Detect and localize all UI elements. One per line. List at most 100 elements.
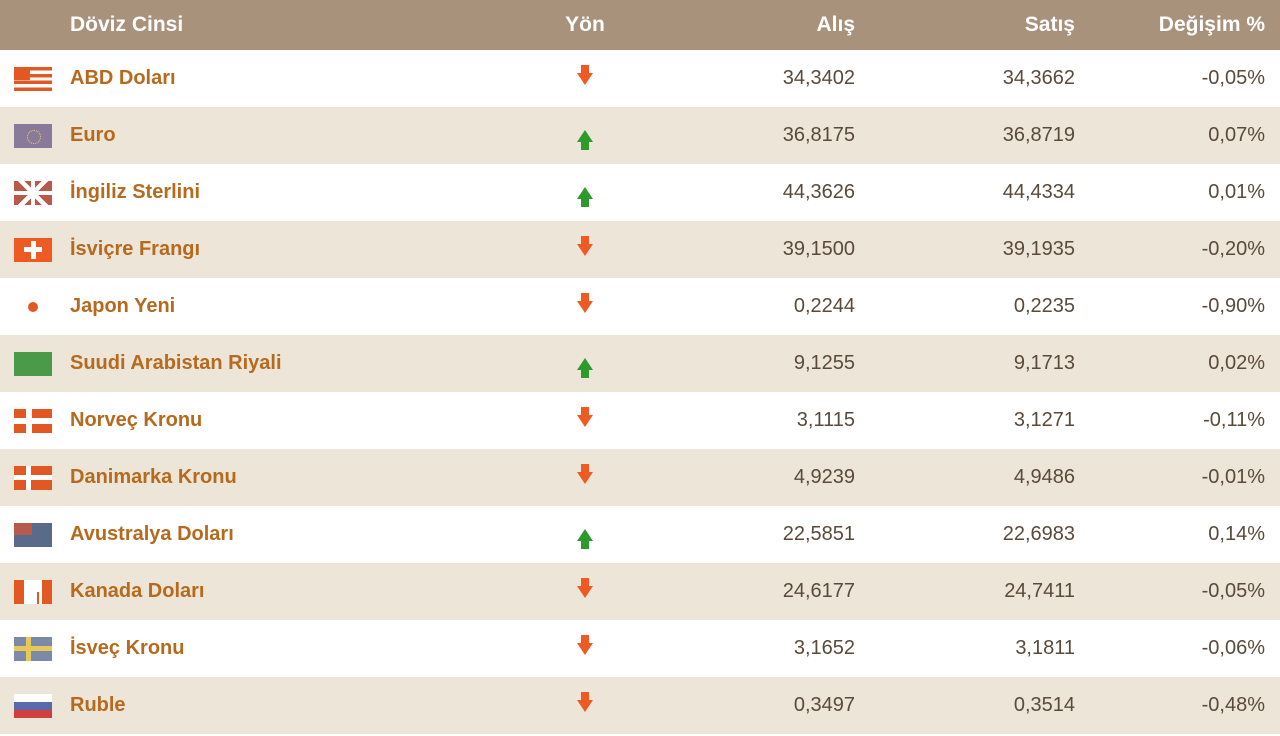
currency-link[interactable]: Kanada Doları [70,580,204,602]
header-buy: Alış [630,13,855,37]
direction-cell [540,73,630,85]
arrow-up-icon [577,130,593,142]
buy-cell: 0,3497 [630,694,855,717]
change-cell: 0,07% [1075,124,1265,147]
sell-cell: 34,3662 [855,67,1075,90]
table-row: Avustralya Doları22,585122,69830,14% [0,506,1280,563]
arrow-down-icon [577,472,593,484]
sell-cell: 4,9486 [855,466,1075,489]
arrow-down-icon [577,301,593,313]
table-row: ABD Doları34,340234,3662-0,05% [0,50,1280,107]
table-row: Kanada Doları24,617724,7411-0,05% [0,563,1280,620]
header-sell: Satış [855,13,1075,37]
currency-link[interactable]: Ruble [70,694,126,716]
flag-cell [14,637,70,661]
arrow-down-icon [577,586,593,598]
sell-cell: 3,1811 [855,637,1075,660]
arrow-down-icon [577,73,593,85]
currency-link[interactable]: İngiliz Sterlini [70,181,200,203]
arrow-up-icon [577,358,593,370]
direction-cell [540,244,630,256]
sell-cell: 36,8719 [855,124,1075,147]
currency-name-cell: Euro [70,124,540,147]
direction-cell [540,415,630,427]
au-flag-icon [14,523,52,547]
direction-cell [540,472,630,484]
ru-flag-icon [14,694,52,718]
table-row: İsveç Kronu3,16523,1811-0,06% [0,620,1280,677]
currency-link[interactable]: İsveç Kronu [70,637,184,659]
sell-cell: 3,1271 [855,409,1075,432]
sell-cell: 9,1713 [855,352,1075,375]
flag-cell [14,238,70,262]
no-flag-icon [14,409,52,433]
currency-link[interactable]: Japon Yeni [70,295,175,317]
change-cell: -0,11% [1075,409,1265,432]
direction-cell [540,700,630,712]
sa-flag-icon [14,352,52,376]
currency-name-cell: Danimarka Kronu [70,466,540,489]
arrow-down-icon [577,415,593,427]
flag-cell [14,694,70,718]
buy-cell: 3,1115 [630,409,855,432]
buy-cell: 24,6177 [630,580,855,603]
currency-name-cell: Suudi Arabistan Riyali [70,352,540,375]
header-direction: Yön [540,13,630,37]
ca-flag-icon [14,580,52,604]
arrow-down-icon [577,700,593,712]
table-row: Ruble0,34970,3514-0,48% [0,677,1280,734]
currency-link[interactable]: Danimarka Kronu [70,466,237,488]
table-row: Danimarka Kronu4,92394,9486-0,01% [0,449,1280,506]
jp-flag-icon [14,295,52,319]
currency-name-cell: Avustralya Doları [70,523,540,546]
header-currency: Döviz Cinsi [70,13,540,37]
currency-link[interactable]: İsviçre Frangı [70,238,200,260]
table-row: İngiliz Sterlini44,362644,43340,01% [0,164,1280,221]
currency-name-cell: Japon Yeni [70,295,540,318]
currency-name-cell: İsveç Kronu [70,637,540,660]
flag-cell [14,580,70,604]
sell-cell: 0,2235 [855,295,1075,318]
change-cell: 0,14% [1075,523,1265,546]
buy-cell: 44,3626 [630,181,855,204]
sell-cell: 22,6983 [855,523,1075,546]
arrow-up-icon [577,187,593,199]
currency-name-cell: Ruble [70,694,540,717]
ch-flag-icon [14,238,52,262]
se-flag-icon [14,637,52,661]
currency-link[interactable]: Norveç Kronu [70,409,202,431]
table-header-row: Döviz Cinsi Yön Alış Satış Değişim % [0,0,1280,50]
direction-cell [540,529,630,541]
change-cell: -0,05% [1075,580,1265,603]
buy-cell: 9,1255 [630,352,855,375]
flag-cell [14,67,70,91]
currency-name-cell: İsviçre Frangı [70,238,540,261]
change-cell: -0,01% [1075,466,1265,489]
gb-flag-icon [14,181,52,205]
flag-cell [14,523,70,547]
direction-cell [540,358,630,370]
direction-cell [540,301,630,313]
arrow-down-icon [577,643,593,655]
currency-link[interactable]: ABD Doları [70,67,176,89]
dk-flag-icon [14,466,52,490]
table-row: Japon Yeni0,22440,2235-0,90% [0,278,1280,335]
currency-link[interactable]: Avustralya Doları [70,523,234,545]
currency-name-cell: Norveç Kronu [70,409,540,432]
currency-link[interactable]: Suudi Arabistan Riyali [70,352,282,374]
us-flag-icon [14,67,52,91]
sell-cell: 44,4334 [855,181,1075,204]
currency-name-cell: ABD Doları [70,67,540,90]
currency-link[interactable]: Euro [70,124,116,146]
table-row: İsviçre Frangı39,150039,1935-0,20% [0,221,1280,278]
header-change: Değişim % [1075,13,1265,37]
change-cell: -0,05% [1075,67,1265,90]
change-cell: -0,48% [1075,694,1265,717]
table-row: Suudi Arabistan Riyali9,12559,17130,02% [0,335,1280,392]
arrow-up-icon [577,529,593,541]
flag-cell [14,295,70,319]
change-cell: -0,90% [1075,295,1265,318]
currency-name-cell: Kanada Doları [70,580,540,603]
table-row: Euro36,817536,87190,07% [0,107,1280,164]
flag-cell [14,124,70,148]
